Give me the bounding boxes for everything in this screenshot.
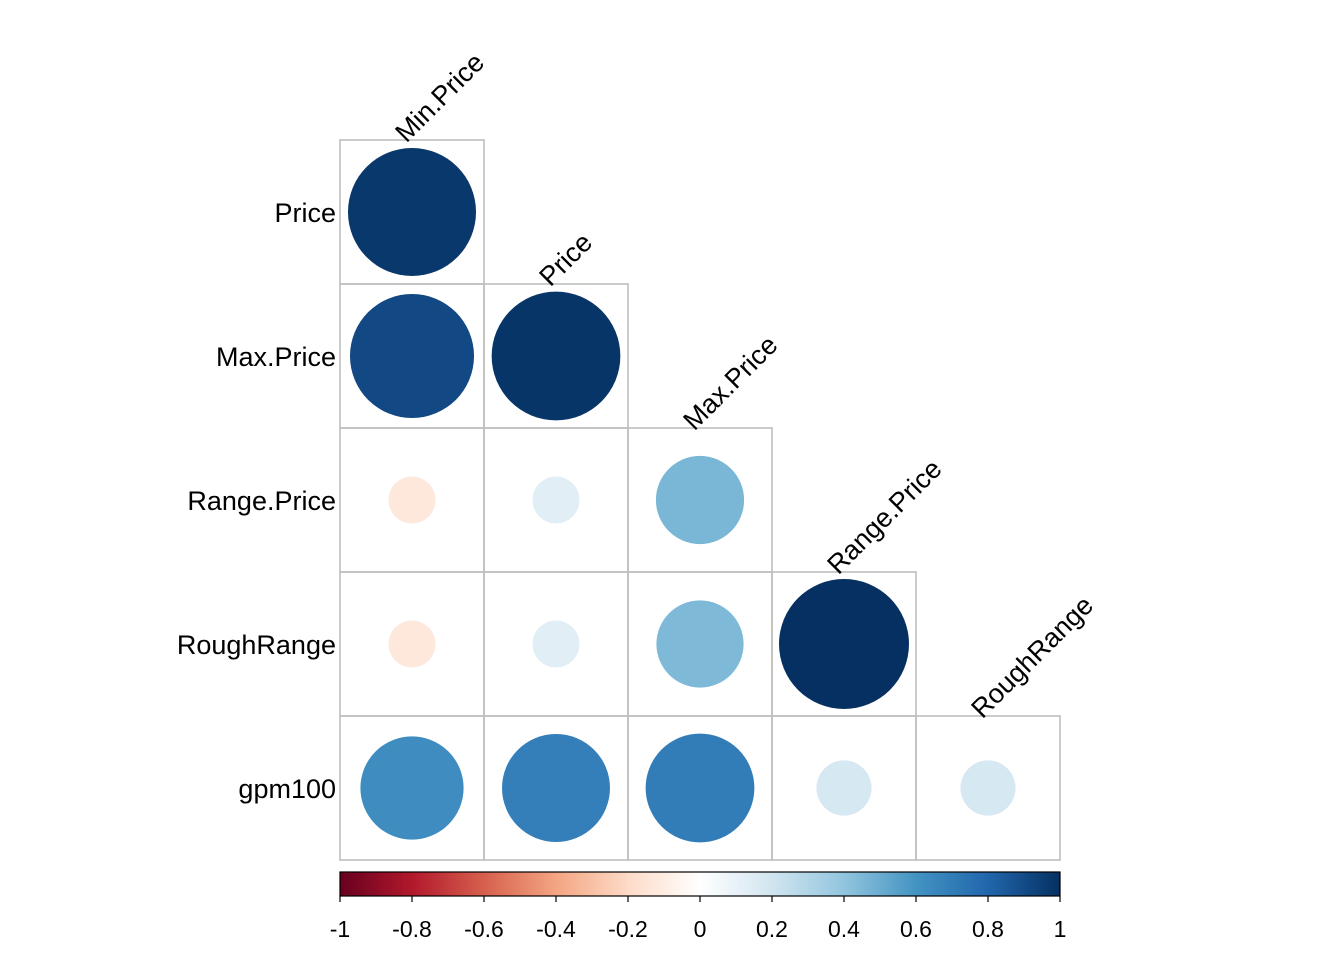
correlation-circle <box>655 455 745 545</box>
colorbar-tick-label: 0 <box>694 916 707 942</box>
row-label: Range.Price <box>187 486 336 516</box>
correlation-circle <box>388 476 436 524</box>
column-label: Min.Price <box>389 47 490 148</box>
row-labels: Price Max.Price Range.Price RoughRange gpm10… <box>177 198 336 804</box>
correlation-circle <box>816 760 872 816</box>
correlation-circle <box>656 600 744 688</box>
row-label: Max.Price <box>216 342 336 372</box>
colorbar-tick-label: -1 <box>330 916 350 942</box>
correlation-circle <box>491 291 621 421</box>
correlation-circle <box>645 733 755 843</box>
colorbar-tick-label: -0.2 <box>608 916 648 942</box>
correlation-circle <box>779 579 909 709</box>
correlation-circle <box>347 147 477 277</box>
colorbar-tick-label: 0.2 <box>756 916 788 942</box>
row-label: Price <box>274 198 336 228</box>
column-label: Max.Price <box>677 330 783 436</box>
correlation-circle <box>502 734 610 842</box>
correlation-circles <box>347 147 1016 843</box>
row-label: gpm100 <box>238 774 336 804</box>
colorbar-tick-label: 0.6 <box>900 916 932 942</box>
row-label: RoughRange <box>177 630 336 660</box>
column-labels: Min.Price Price Max.Price Range.PriceRoughR… <box>389 47 1099 724</box>
correlation-circle <box>960 760 1016 816</box>
grid-cell <box>915 715 1061 861</box>
correlation-circle <box>532 476 580 524</box>
column-label: RoughRange <box>965 590 1099 724</box>
colorbar-tick-label: 1 <box>1054 916 1067 942</box>
column-label: Range.Price <box>821 454 947 580</box>
correlation-grid <box>339 139 1061 861</box>
column-label: Price <box>533 227 598 292</box>
colorbar-tick-label: -0.8 <box>392 916 432 942</box>
colorbar-tick-label: 0.8 <box>972 916 1004 942</box>
correlation-circle <box>349 293 475 419</box>
colorbar-gradient <box>339 871 1061 897</box>
colorbar-tick-label: 0.4 <box>828 916 860 942</box>
colorbar-tick-label: -0.6 <box>464 916 504 942</box>
correlation-circle <box>360 736 464 840</box>
correlation-circle <box>532 620 580 668</box>
correlation-circle <box>388 620 436 668</box>
color-legend: -1 -0.8 -0.6 -0.4 -0.2 0 0.2 0.4 0.6 0.8 1 <box>330 871 1067 942</box>
colorbar-tick-label: -0.4 <box>536 916 576 942</box>
